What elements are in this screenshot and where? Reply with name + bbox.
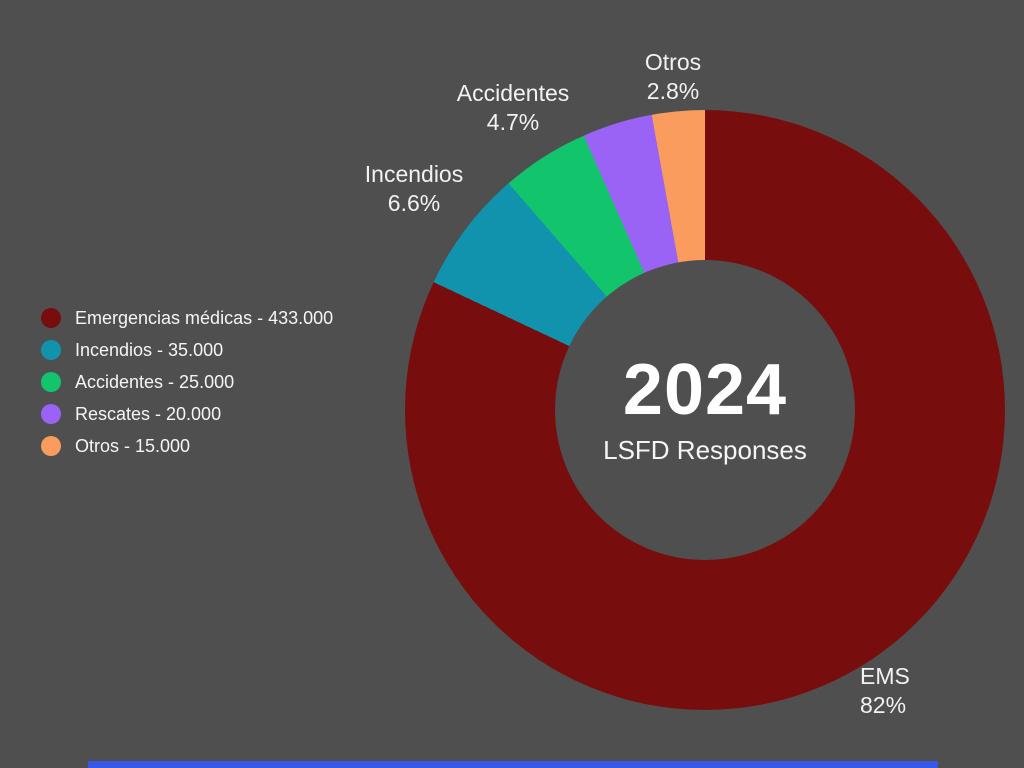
legend-label: Accidentes - 25.000 <box>75 371 235 392</box>
slice-label-pct: 6.6% <box>387 190 441 216</box>
horizontal-scrollbar-thumb[interactable] <box>88 761 938 768</box>
legend-item-otros[interactable]: Otros - 15.000 <box>41 436 333 456</box>
slice-label-pct: 2.8% <box>646 78 700 104</box>
legend-label: Emergencias médicas - 433.000 <box>75 307 334 328</box>
slice-label-otros: Otros 2.8% <box>645 48 701 106</box>
legend-color-dot-rescates-icon <box>41 404 61 424</box>
donut-chart[interactable] <box>405 110 1005 710</box>
slice-label-name: Accidentes <box>456 80 570 106</box>
donut-hole <box>555 260 855 560</box>
slice-label-pct: 4.7% <box>486 109 540 135</box>
legend-label: Rescates - 20.000 <box>75 403 222 424</box>
legend-item-accidentes[interactable]: Accidentes - 25.000 <box>41 372 333 392</box>
chart-legend: Emergencias médicas - 433.000 Incendios … <box>41 308 333 468</box>
legend-label: Incendios - 35.000 <box>75 339 224 360</box>
legend-label: Otros - 15.000 <box>75 435 191 456</box>
slice-label-pct: 82% <box>860 692 907 718</box>
slice-label-name: EMS <box>860 663 910 689</box>
slice-label-incendios: Incendios 6.6% <box>365 160 463 218</box>
legend-color-dot-emergencias-icon <box>41 308 61 328</box>
legend-item-emergencias-medicas[interactable]: Emergencias médicas - 433.000 <box>41 308 333 328</box>
slice-label-name: Incendios <box>364 161 464 187</box>
legend-item-rescates[interactable]: Rescates - 20.000 <box>41 404 333 424</box>
legend-color-dot-accidentes-icon <box>41 372 61 392</box>
legend-item-incendios[interactable]: Incendios - 35.000 <box>41 340 333 360</box>
legend-color-dot-otros-icon <box>41 436 61 456</box>
slice-label-accidentes: Accidentes 4.7% <box>457 79 570 137</box>
slice-label-name: Otros <box>644 49 702 75</box>
slice-label-ems: EMS 82% <box>860 662 910 720</box>
legend-color-dot-incendios-icon <box>41 340 61 360</box>
